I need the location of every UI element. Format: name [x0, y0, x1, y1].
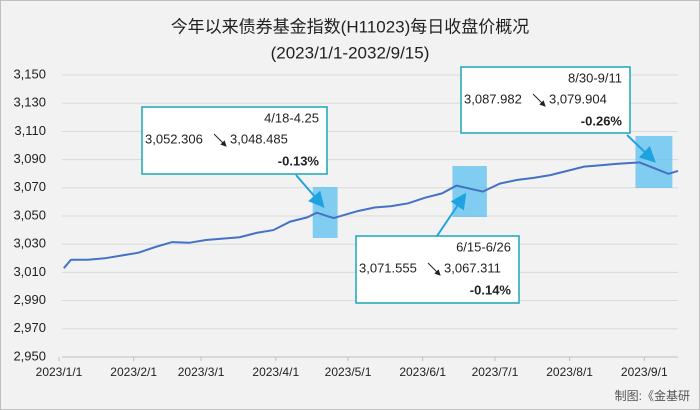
chart-title: 今年以来债券基金指数(H11023)每日收盘价概况: [171, 17, 530, 36]
y-tick-label: 2,950: [13, 348, 46, 363]
annotation-small-arrow: [427, 262, 441, 276]
y-tick-label: 2,990: [13, 292, 46, 307]
y-tick-label: 3,150: [13, 66, 46, 81]
x-tick-label: 2023/6/1: [399, 365, 446, 379]
x-tick-label: 2023/5/1: [325, 365, 372, 379]
y-tick-label: 3,130: [13, 95, 46, 110]
annotation-end: 3,079.904: [549, 91, 607, 106]
annotation-end: 3,067.311: [444, 260, 501, 275]
y-tick-label: 3,110: [14, 123, 46, 138]
annotation-arrow: [295, 174, 325, 209]
x-tick-label: 2023/3/1: [178, 365, 225, 379]
annotation-start: 3,087.982: [464, 91, 522, 106]
x-tick-label: 2023/4/1: [252, 365, 299, 379]
y-tick-label: 3,030: [13, 236, 46, 251]
source-note: 制图:《金基研: [615, 388, 690, 403]
y-tick-label: 3,090: [13, 151, 46, 166]
annotation-end: 3,048.485: [230, 131, 288, 146]
x-tick-label: 2023/9/1: [621, 365, 668, 379]
annotation-start: 3,071.555: [359, 260, 417, 275]
x-tick-label: 2023/7/1: [472, 365, 519, 379]
x-tick-label: 2023/1/1: [36, 365, 83, 379]
annotation-small-arrow: [532, 93, 546, 107]
annotation-range: 6/15-6/26: [456, 239, 511, 254]
annotation-small-arrow: [213, 133, 227, 147]
annotation-arrow: [626, 134, 656, 163]
annotation-arrow: [436, 192, 467, 237]
x-tick-label: 2023/8/1: [546, 365, 593, 379]
chart-subtitle: (2023/1/1-2032/9/15): [271, 43, 430, 62]
annotation-box: [460, 66, 631, 134]
line-series: [63, 161, 679, 269]
annotation-start: 3,052.306: [145, 131, 203, 146]
annotation-change: -0.26%: [581, 113, 623, 128]
x-tick-label: 2023/2/1: [110, 365, 157, 379]
annotation-change: -0.13%: [278, 153, 320, 168]
y-tick-label: 2,970: [13, 320, 46, 335]
annotation-box: [141, 106, 328, 175]
annotation-change: -0.14%: [470, 282, 512, 297]
annotation-range: 8/30-9/11: [568, 70, 622, 85]
annotation-range: 4/18-4.25: [264, 110, 319, 125]
y-tick-label: 3,010: [13, 264, 46, 279]
y-tick-label: 3,050: [13, 207, 46, 222]
y-tick-label: 3,070: [13, 179, 46, 194]
